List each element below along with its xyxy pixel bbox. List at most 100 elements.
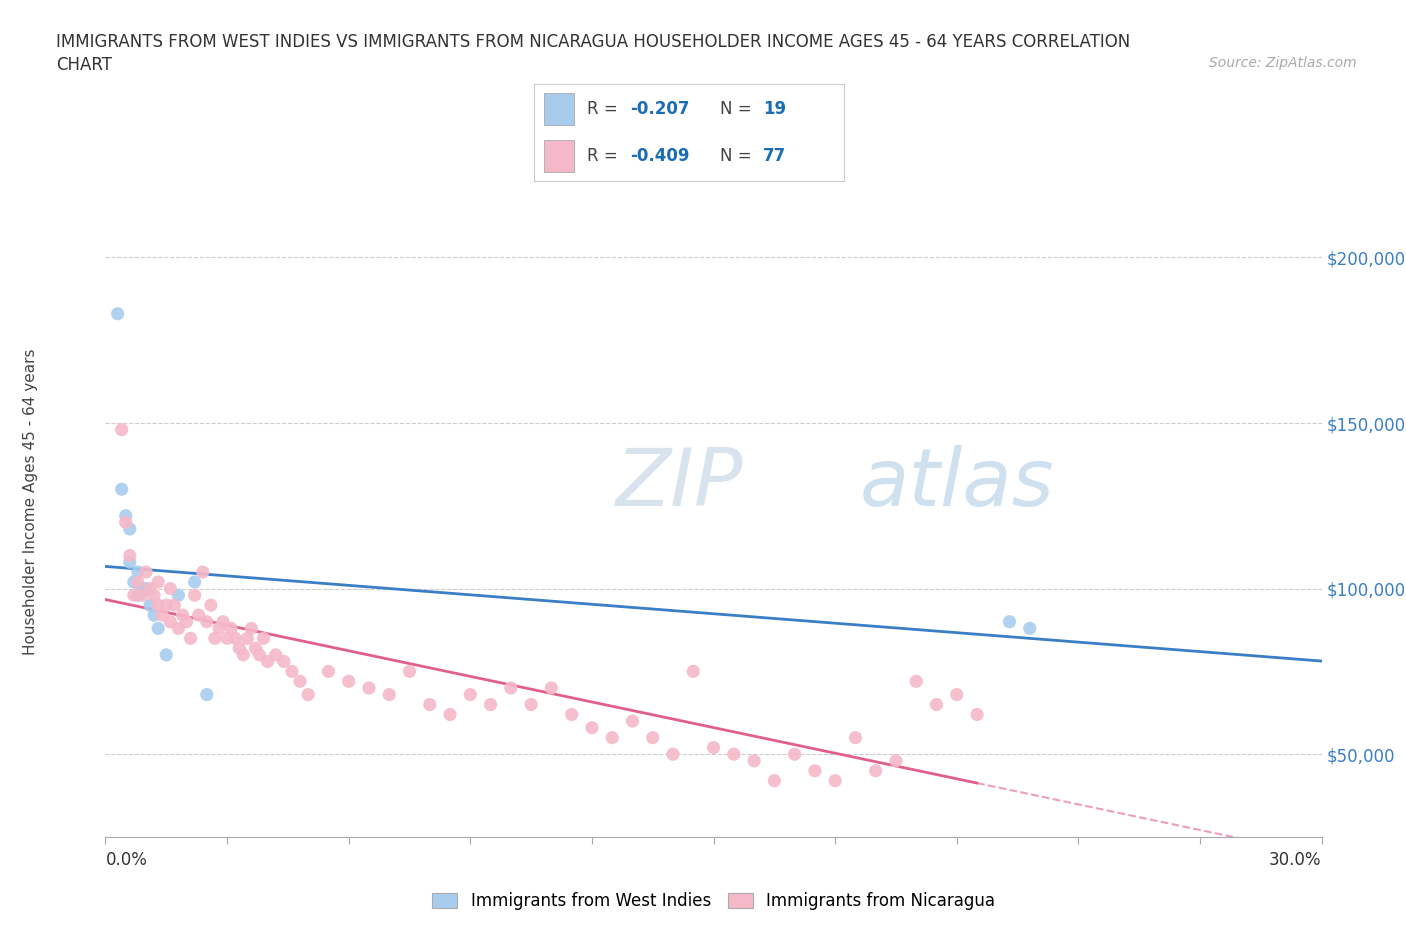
Point	[180, 631, 202, 645]
Point	[479, 698, 502, 712]
Point	[240, 621, 263, 636]
Point	[159, 581, 181, 596]
Point	[723, 747, 745, 762]
Point	[702, 740, 725, 755]
Text: -0.409: -0.409	[630, 147, 690, 165]
Point	[228, 641, 250, 656]
Point	[135, 581, 157, 596]
Point	[252, 631, 274, 645]
Point	[641, 730, 664, 745]
Point	[264, 647, 287, 662]
Point	[146, 621, 169, 636]
Text: 77: 77	[763, 147, 786, 165]
Point	[581, 720, 603, 735]
Point	[139, 598, 162, 613]
Point	[111, 482, 134, 497]
Point	[135, 565, 157, 579]
Point	[195, 687, 218, 702]
Legend: Immigrants from West Indies, Immigrants from Nicaragua: Immigrants from West Indies, Immigrants …	[432, 892, 995, 910]
Point	[621, 713, 644, 728]
Point	[150, 607, 173, 622]
Point	[1018, 621, 1040, 636]
Point	[122, 588, 145, 603]
Point	[499, 681, 522, 696]
Point	[176, 615, 198, 630]
Point	[337, 674, 360, 689]
Point	[318, 664, 340, 679]
Text: N =: N =	[720, 147, 756, 165]
Point	[118, 522, 141, 537]
Point	[884, 753, 907, 768]
Point	[256, 654, 278, 669]
FancyBboxPatch shape	[544, 93, 575, 125]
Text: ZIP: ZIP	[616, 445, 744, 523]
Point	[824, 773, 846, 788]
Point	[183, 588, 205, 603]
Point	[114, 509, 136, 524]
Point	[783, 747, 806, 762]
Text: Source: ZipAtlas.com: Source: ZipAtlas.com	[1209, 56, 1357, 70]
Point	[139, 581, 162, 596]
Point	[763, 773, 786, 788]
Point	[195, 615, 218, 630]
Point	[742, 753, 765, 768]
Point	[245, 641, 267, 656]
Point	[844, 730, 866, 745]
Point	[111, 422, 134, 437]
Text: CHART: CHART	[56, 56, 112, 73]
Point	[114, 515, 136, 530]
Point	[561, 707, 583, 722]
Point	[600, 730, 623, 745]
Text: Householder Income Ages 45 - 64 years: Householder Income Ages 45 - 64 years	[24, 349, 38, 656]
Point	[219, 621, 242, 636]
Point	[865, 764, 887, 778]
Text: 30.0%: 30.0%	[1270, 851, 1322, 869]
Point	[288, 674, 311, 689]
Point	[155, 647, 177, 662]
Text: N =: N =	[720, 100, 756, 118]
Point	[131, 581, 153, 596]
Point	[208, 621, 231, 636]
Point	[378, 687, 401, 702]
Point	[212, 615, 235, 630]
Point	[163, 598, 186, 613]
Point	[155, 598, 177, 613]
Point	[118, 548, 141, 563]
Point	[281, 664, 304, 679]
Point	[200, 598, 222, 613]
Point	[224, 631, 246, 645]
Point	[127, 588, 149, 603]
Point	[297, 687, 319, 702]
Point	[167, 621, 190, 636]
Point	[439, 707, 461, 722]
Text: R =: R =	[586, 147, 623, 165]
Text: IMMIGRANTS FROM WEST INDIES VS IMMIGRANTS FROM NICARAGUA HOUSEHOLDER INCOME AGES: IMMIGRANTS FROM WEST INDIES VS IMMIGRANT…	[56, 33, 1130, 50]
Point	[945, 687, 967, 702]
Point	[143, 588, 166, 603]
Point	[107, 306, 129, 321]
Point	[966, 707, 988, 722]
Point	[357, 681, 380, 696]
Point	[458, 687, 481, 702]
Point	[998, 615, 1021, 630]
Point	[167, 588, 190, 603]
Text: -0.207: -0.207	[630, 100, 690, 118]
Point	[540, 681, 562, 696]
Point	[159, 615, 181, 630]
Point	[127, 565, 149, 579]
Point	[183, 575, 205, 590]
Point	[804, 764, 827, 778]
Text: 19: 19	[763, 100, 786, 118]
Text: R =: R =	[586, 100, 623, 118]
Text: atlas: atlas	[859, 445, 1054, 523]
Point	[146, 575, 169, 590]
Point	[273, 654, 295, 669]
Point	[662, 747, 685, 762]
Point	[118, 554, 141, 569]
Point	[520, 698, 543, 712]
Point	[204, 631, 226, 645]
Point	[398, 664, 420, 679]
Text: 0.0%: 0.0%	[105, 851, 148, 869]
Point	[172, 607, 194, 622]
Point	[122, 575, 145, 590]
